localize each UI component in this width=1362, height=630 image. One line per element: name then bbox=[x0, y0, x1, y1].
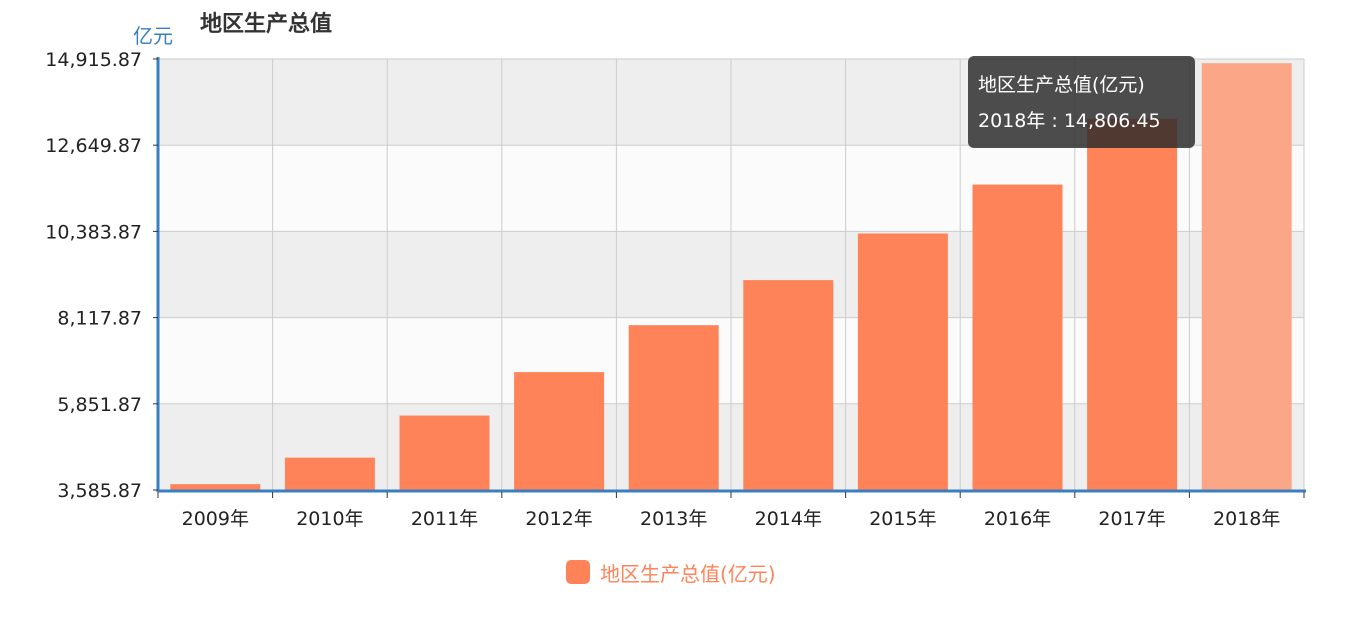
x-tick-label: 2018年 bbox=[1213, 508, 1280, 530]
y-tick-label: 14,915.87 bbox=[45, 49, 142, 71]
bar bbox=[1201, 63, 1292, 490]
bar-tooltip: 地区生产总值(亿元) 2018年 : 14,806.45 bbox=[968, 56, 1195, 148]
x-tick-label: 2013年 bbox=[640, 508, 707, 530]
y-tick-label: 10,383.87 bbox=[45, 221, 142, 243]
y-tick-label: 8,117.87 bbox=[57, 308, 142, 330]
x-tick-label: 2011年 bbox=[411, 508, 478, 530]
y-tick-label: 5,851.87 bbox=[57, 394, 142, 416]
x-tick-label: 2009年 bbox=[182, 508, 249, 530]
x-tick-label: 2017年 bbox=[1098, 508, 1165, 530]
x-tick-label: 2015年 bbox=[869, 508, 936, 530]
y-tick-label: 12,649.87 bbox=[45, 135, 142, 157]
bar bbox=[284, 457, 375, 490]
x-tick-label: 2014年 bbox=[755, 508, 822, 530]
bar bbox=[743, 280, 834, 490]
legend-swatch bbox=[566, 560, 590, 584]
legend-label: 地区生产总值(亿元) bbox=[600, 561, 776, 586]
x-tick-label: 2016年 bbox=[984, 508, 1051, 530]
bar bbox=[170, 484, 261, 490]
chart-legend[interactable]: 地区生产总值(亿元) bbox=[566, 558, 776, 586]
bar bbox=[972, 184, 1063, 490]
bar bbox=[857, 233, 948, 490]
y-tick-label: 3,585.87 bbox=[57, 480, 142, 502]
bar bbox=[628, 325, 719, 490]
bar bbox=[514, 372, 605, 490]
tooltip-value-label: 2018年 : 14,806.45 bbox=[978, 110, 1161, 132]
bar bbox=[1087, 118, 1178, 490]
x-tick-label: 2010年 bbox=[296, 508, 363, 530]
y-axis-unit-label: 亿元 bbox=[133, 24, 173, 48]
chart-title: 地区生产总值 bbox=[200, 12, 333, 37]
x-tick-label: 2012年 bbox=[525, 508, 592, 530]
bar bbox=[399, 415, 490, 490]
tooltip-series-label: 地区生产总值(亿元) bbox=[978, 74, 1145, 96]
